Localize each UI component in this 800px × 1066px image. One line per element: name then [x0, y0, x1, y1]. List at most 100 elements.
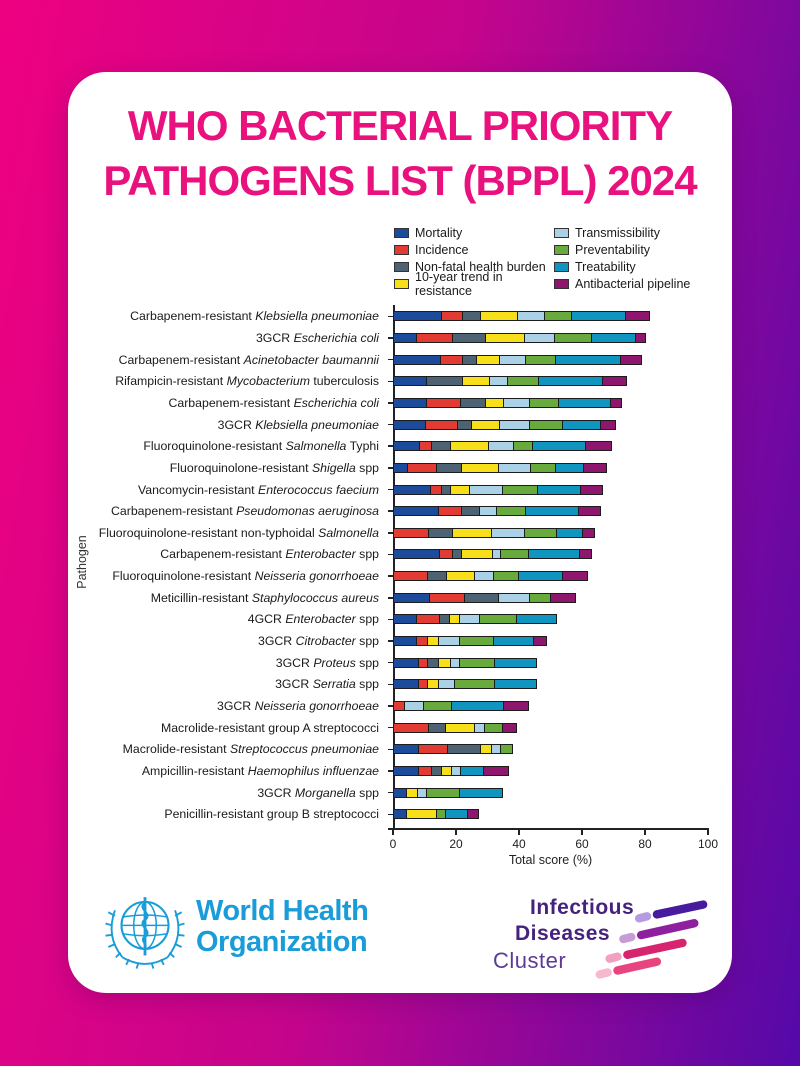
bar-segment-10-year-trend-in-resistance [479, 311, 519, 322]
who-logo-emblem [105, 897, 185, 969]
bar-segment-antibacterial-pipeline [582, 462, 608, 473]
y-axis-tick [387, 337, 393, 339]
pathogen-label-part: Staphylococcus aureus [251, 590, 379, 605]
legend-swatch-10-year-trend-in-resistance [394, 278, 409, 289]
pathogen-row: Carbapenem-resistant Escherichia coli [68, 392, 728, 414]
pathogen-label-part: 3GCR [255, 330, 294, 345]
pathogen-label-part: 4GCR [247, 612, 286, 627]
bar-segment-mortality [393, 765, 420, 776]
y-axis-tick [387, 402, 393, 404]
stacked-bar [393, 657, 537, 668]
pathogen-label: 3GCR Escherichia coli [68, 331, 386, 345]
bar-segment-incidence [439, 354, 463, 365]
y-axis-tick [387, 532, 393, 534]
bar-segment-transmissibility [458, 614, 480, 625]
bar-segment-10-year-trend-in-resistance [452, 527, 493, 538]
bar-segment-incidence [416, 332, 454, 343]
pathogen-label-part: Neisseria gonorrhoeae [254, 699, 379, 713]
page-title-line2: PATHOGENS LIST (BPPL) 2024 [103, 157, 697, 204]
x-tick-label: 80 [638, 837, 652, 851]
bar-segment-non-fatal-health-burden [435, 462, 462, 473]
pathogen-row: 3GCR Morganella spp [68, 782, 728, 804]
bar-segment-antibacterial-pipeline [582, 527, 595, 538]
stacked-bar [393, 397, 623, 408]
legend-swatch-antibacterial-pipeline [554, 278, 569, 289]
bar-segment-preventability [513, 441, 533, 452]
pathogen-label-part: Shigella [311, 460, 356, 475]
bar-segment-transmissibility [498, 462, 532, 473]
stacked-bar [393, 636, 547, 647]
pathogen-row: 4GCR Enterobacter spp [68, 609, 728, 631]
bar-segment-treatability [524, 506, 579, 517]
legend-label: Incidence [415, 242, 469, 257]
pathogen-label: 3GCR Klebsiella pneumoniae [68, 418, 386, 432]
bar-segment-10-year-trend-in-resistance [476, 354, 500, 365]
bar-segment-treatability [460, 765, 485, 776]
stacked-bar [393, 484, 603, 495]
stacked-bar [393, 311, 650, 322]
bar-segment-10-year-trend-in-resistance [460, 462, 500, 473]
stacked-bar [393, 679, 537, 690]
pathogen-row: 3GCR Neisseria gonorrhoeae [68, 695, 728, 717]
stacked-bar [393, 809, 480, 820]
pathogen-label: Carbapenem-resistant Acinetobacter bauma… [68, 353, 386, 367]
pathogen-label: Carbapenem-resistant Pseudomonas aerugin… [68, 504, 386, 518]
pathogen-label: Fluoroquinolone-resistant Neisseria gono… [68, 569, 386, 583]
bar-segment-antibacterial-pipeline [600, 419, 617, 430]
legend-swatch-treatability [554, 261, 569, 272]
bar-segment-mortality [393, 462, 409, 473]
bar-segment-mortality [393, 311, 442, 322]
stacked-bar [393, 441, 613, 452]
bar-segment-non-fatal-health-burden [464, 592, 499, 603]
x-axis-tick [707, 829, 709, 835]
pathogen-row: 3GCR Escherichia coli [68, 327, 728, 349]
bar-segment-transmissibility [497, 592, 530, 603]
bar-segment-incidence [415, 614, 440, 625]
y-axis-tick [387, 510, 393, 512]
bar-segment-transmissibility [503, 397, 531, 408]
pathogen-label-part: Fluoroquinolone-resistant [143, 439, 286, 454]
stacked-bar [393, 701, 530, 711]
stacked-bar [393, 332, 646, 343]
bar-segment-transmissibility [437, 679, 456, 690]
pathogen-label-part: Citrobacter [295, 634, 356, 649]
legend-item: Non-fatal health burden [394, 258, 554, 275]
bar-segment-mortality [393, 636, 418, 647]
pathogen-row: Fluoroquinolone-resistant non-typhoidal … [68, 522, 728, 544]
x-tick-label: 100 [697, 837, 719, 851]
bar-segment-transmissibility [498, 354, 526, 365]
stacked-bar [393, 592, 576, 603]
legend-swatch-mortality [394, 227, 409, 238]
y-axis-tick [387, 618, 393, 621]
pathogen-label-part: spp [355, 634, 379, 649]
bar-segment-preventability [528, 592, 551, 603]
bar-segment-treatability [528, 549, 581, 560]
idc-logo-text-diseases: Diseases [515, 922, 611, 945]
bar-segment-antibacterial-pipeline [502, 722, 517, 733]
y-axis-tick [387, 488, 393, 491]
pathogen-row: Carbapenem-resistant Pseudomonas aerugin… [68, 500, 728, 522]
content-card: WHO BACTERIAL PRIORITY PATHOGENS LIST (B… [68, 72, 732, 993]
bar-segment-transmissibility [478, 506, 498, 517]
page-title: WHO BACTERIAL PRIORITY PATHOGENS LIST (B… [68, 98, 732, 208]
bar-segment-antibacterial-pipeline [580, 484, 603, 495]
bar-segment-mortality [393, 332, 418, 343]
stacked-bar [393, 549, 592, 560]
y-axis-tick [387, 791, 393, 794]
page-title-line1: WHO BACTERIAL PRIORITY [127, 102, 673, 149]
bar-segment-incidence [393, 527, 430, 538]
y-axis-tick [387, 640, 393, 642]
x-axis-title: Total score (%) [508, 853, 593, 867]
bar-segment-incidence [425, 419, 459, 430]
bar-segment-transmissibility [488, 376, 509, 387]
bar-segment-10-year-trend-in-resistance [461, 376, 490, 387]
legend-label: Non-fatal health burden [415, 259, 546, 274]
pathogen-label-part: Escherichia coli [293, 330, 379, 345]
bar-segment-non-fatal-health-burden [457, 419, 472, 430]
y-axis-tick [387, 661, 393, 664]
pathogen-row: Rifampicin-resistant Mycobacterium tuber… [68, 370, 728, 392]
pathogen-label: 3GCR Serratia spp [68, 677, 386, 691]
bar-segment-non-fatal-health-burden [426, 376, 463, 387]
bar-segment-transmissibility [498, 419, 531, 430]
bar-segment-antibacterial-pipeline [483, 765, 509, 776]
